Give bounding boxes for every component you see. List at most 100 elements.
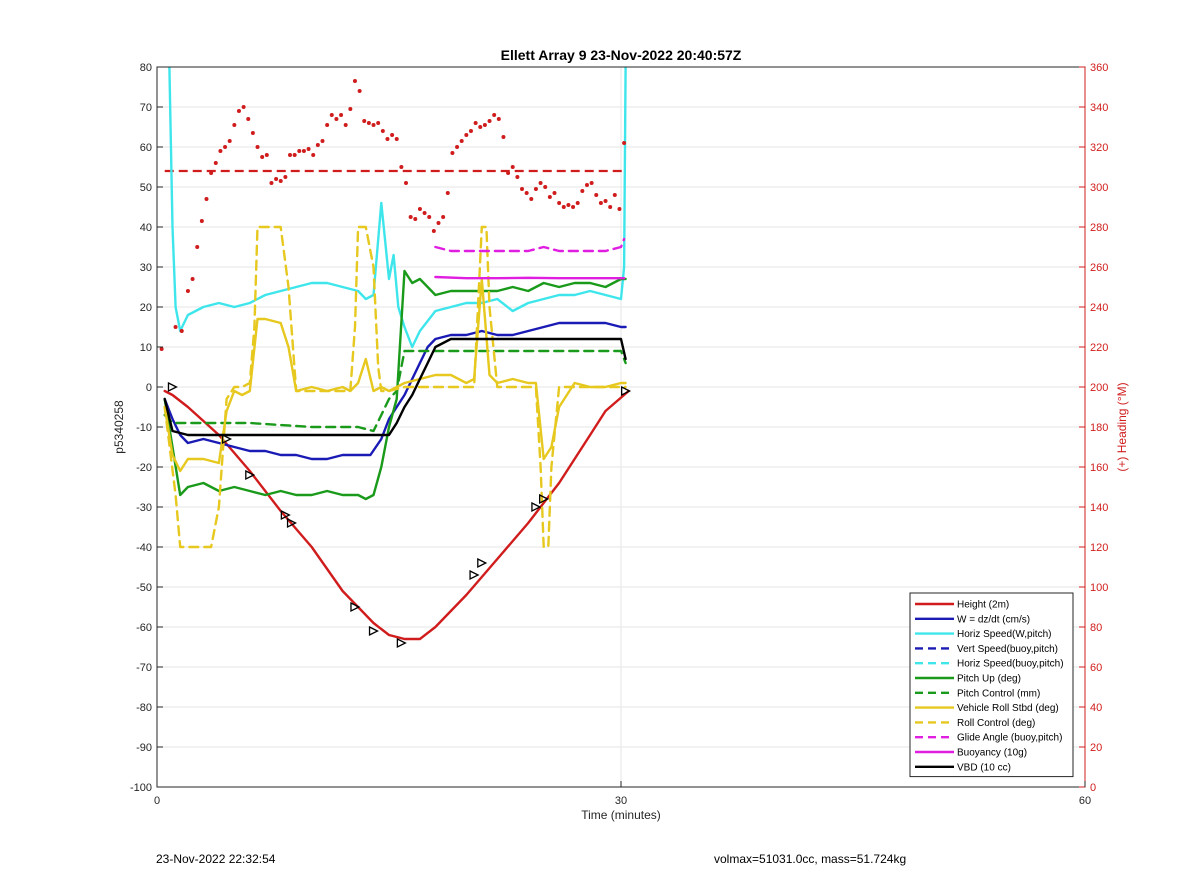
legend-label: Height (2m) (957, 600, 1009, 611)
heading-point (431, 229, 436, 233)
y-tick-label: 50 (140, 182, 152, 194)
heading-point (478, 125, 483, 129)
height-marker (469, 569, 480, 581)
height-marker (167, 381, 178, 393)
legend-label: Horiz Speed(buoy,pitch) (957, 659, 1064, 670)
heading-point (371, 123, 376, 127)
heading-point (529, 197, 534, 201)
y-tick-label: -50 (136, 582, 152, 594)
heading-point (566, 203, 571, 207)
y2-tick-label: 320 (1090, 142, 1108, 154)
axes: 80706050403020100-10-20-30-40-50-60-70-8… (130, 62, 1108, 807)
height-marker (531, 501, 542, 513)
heading-point (173, 325, 178, 329)
heading-point (533, 187, 538, 191)
y2-tick-label: 300 (1090, 182, 1108, 194)
heading-point (404, 181, 409, 185)
heading-point (260, 155, 265, 159)
heading-point (557, 201, 562, 205)
legend-label: Roll Control (deg) (957, 718, 1035, 729)
heading-point (334, 117, 339, 121)
heading-point (199, 219, 204, 223)
heading-point (292, 153, 297, 157)
heading-point (589, 181, 594, 185)
heading-point (510, 165, 515, 169)
heading-point (348, 107, 353, 111)
heading-point (617, 207, 622, 211)
y2-tick-label: 160 (1090, 462, 1108, 474)
y-tick-label: -60 (136, 622, 152, 634)
legend-label: Vert Speed(buoy,pitch) (957, 644, 1058, 655)
heading-point (492, 113, 497, 117)
heading-point (612, 193, 617, 197)
heading-point (227, 139, 232, 143)
heading-point (385, 137, 390, 141)
heading-point (185, 289, 190, 293)
heading-point (366, 121, 371, 125)
y2-tick-label: 100 (1090, 582, 1108, 594)
heading-point (232, 123, 237, 127)
heading-point (524, 191, 529, 195)
heading-point (594, 193, 599, 197)
height-marker (539, 493, 550, 505)
x-tick-label: 30 (615, 795, 627, 807)
heading-point (427, 215, 432, 219)
heading-point (584, 183, 589, 187)
heading-point (543, 185, 548, 189)
height-marker (280, 509, 291, 521)
heading-point (380, 129, 385, 133)
legend-label: Vehicle Roll Stbd (deg) (957, 703, 1059, 714)
heading-point (352, 79, 357, 83)
series-line-vehicle-roll-stbd-deg (163, 277, 627, 473)
heading-point (506, 171, 511, 175)
legend-label: Buoyancy (10g) (957, 748, 1027, 759)
y-tick-label: -40 (136, 542, 152, 554)
x-axis-label: Time (minutes) (581, 808, 661, 822)
heading-point (501, 135, 506, 139)
legend-box (909, 592, 1074, 778)
heading-point (608, 205, 613, 209)
heading-point (552, 191, 557, 195)
y-tick-label: 20 (140, 302, 152, 314)
series-line-height-2m (163, 389, 630, 641)
heading-point (445, 191, 450, 195)
heading-point (209, 171, 214, 175)
heading-point (250, 131, 255, 135)
y2-tick-label: 240 (1090, 302, 1108, 314)
plot-area (159, 67, 632, 649)
heading-point (547, 195, 552, 199)
series-line-horiz-speed-w-pitch (168, 67, 627, 349)
heading-point (301, 149, 306, 153)
heading-point (441, 215, 446, 219)
chart-title: Ellett Array 9 23-Nov-2022 20:40:57Z (501, 47, 742, 63)
y-axis-label: p5340258 (112, 400, 126, 454)
heading-point (482, 123, 487, 127)
height-marker (620, 385, 632, 397)
heading-point (394, 137, 399, 141)
heading-point (297, 149, 302, 153)
legend-label: W = dz/dt (cm/s) (957, 614, 1030, 625)
heading-point (311, 153, 316, 157)
heading-point (213, 161, 218, 165)
series-line-w-dz-dt-cm-s (163, 321, 627, 461)
y2-tick-label: 180 (1090, 422, 1108, 434)
heading-point (561, 205, 566, 209)
heading-point (515, 175, 520, 179)
y-tick-label: 40 (140, 222, 152, 234)
heading-point (538, 181, 543, 185)
heading-point (195, 245, 200, 249)
y-tick-label: 30 (140, 262, 152, 274)
y2-tick-label: 140 (1090, 502, 1108, 514)
footer-timestamp: 23-Nov-2022 22:32:54 (156, 852, 276, 866)
y2-tick-label: 80 (1090, 622, 1102, 634)
heading-point (329, 113, 334, 117)
heading-point (413, 217, 418, 221)
heading-point (179, 329, 184, 333)
y-tick-label: 10 (140, 342, 152, 354)
heading-point (450, 151, 455, 155)
series-line-pitch-up-deg (163, 269, 627, 501)
y2-tick-label: 200 (1090, 382, 1108, 394)
y2-tick-label: 340 (1090, 102, 1108, 114)
y2-axis-label: (+) Heading (°M) (1115, 382, 1129, 471)
